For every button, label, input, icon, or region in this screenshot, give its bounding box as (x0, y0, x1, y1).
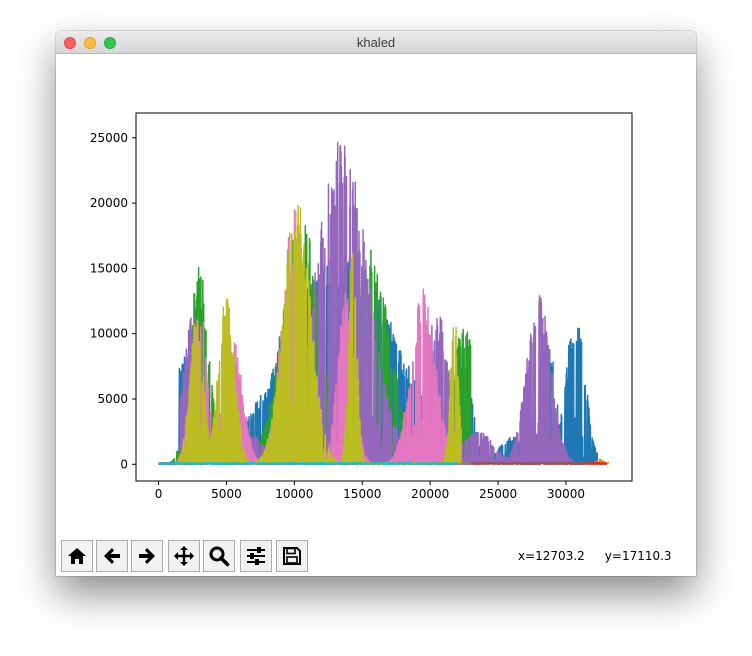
series-line-10 (158, 461, 458, 466)
y-tick-label: 15000 (90, 261, 128, 275)
arrow-right-icon (139, 548, 155, 564)
y-tick-label: 0 (120, 457, 128, 471)
axes-frame (135, 112, 633, 482)
app-window: khaled 0 5000 10000 15000 20000 25000 30000 0 50… (56, 31, 696, 576)
pan-button[interactable] (168, 540, 200, 572)
zoom-button[interactable] (203, 540, 235, 572)
x-tick-label: 0 (155, 487, 163, 501)
figure-canvas[interactable]: 0 5000 10000 15000 20000 25000 30000 0 5000 10000… (56, 54, 696, 534)
save-button[interactable] (276, 540, 308, 572)
floppy-disk-icon (283, 547, 301, 565)
title-bar: khaled (56, 31, 696, 54)
cursor-coordinates: x=12703.2 y=17110.3 (518, 549, 672, 563)
arrow-left-icon (104, 548, 120, 564)
x-tick-label: 30000 (547, 487, 585, 501)
x-tick-label: 20000 (411, 487, 449, 501)
x-tick-label: 15000 (343, 487, 381, 501)
home-icon (68, 548, 86, 564)
x-tick-label: 10000 (275, 487, 313, 501)
cursor-y-readout: y=17110.3 (604, 549, 672, 563)
window-title: khaled (356, 35, 396, 50)
forward-button[interactable] (131, 540, 163, 572)
plot-svg[interactable]: 0 5000 10000 15000 20000 25000 30000 0 5000 10000… (56, 54, 696, 534)
series-line-6 (456, 461, 589, 466)
navigation-toolbar: x=12703.2 y=17110.3 (56, 534, 696, 576)
home-button[interactable] (61, 540, 93, 572)
back-button[interactable] (96, 540, 128, 572)
cursor-x-readout: x=12703.2 (518, 549, 585, 563)
sliders-icon (247, 547, 265, 565)
configure-subplots-button[interactable] (240, 540, 272, 572)
y-tick-label: 10000 (90, 327, 128, 341)
x-tick-label: 25000 (479, 487, 517, 501)
y-tick-label: 5000 (97, 392, 128, 406)
move-icon (174, 546, 194, 566)
y-tick-label: 25000 (90, 131, 128, 145)
minimize-window-button[interactable] (84, 37, 96, 49)
maximize-window-button[interactable] (104, 37, 116, 49)
magnifier-icon (209, 546, 230, 567)
y-tick-label: 20000 (90, 196, 128, 210)
close-window-button[interactable] (64, 37, 76, 49)
x-tick-label: 5000 (211, 487, 242, 501)
